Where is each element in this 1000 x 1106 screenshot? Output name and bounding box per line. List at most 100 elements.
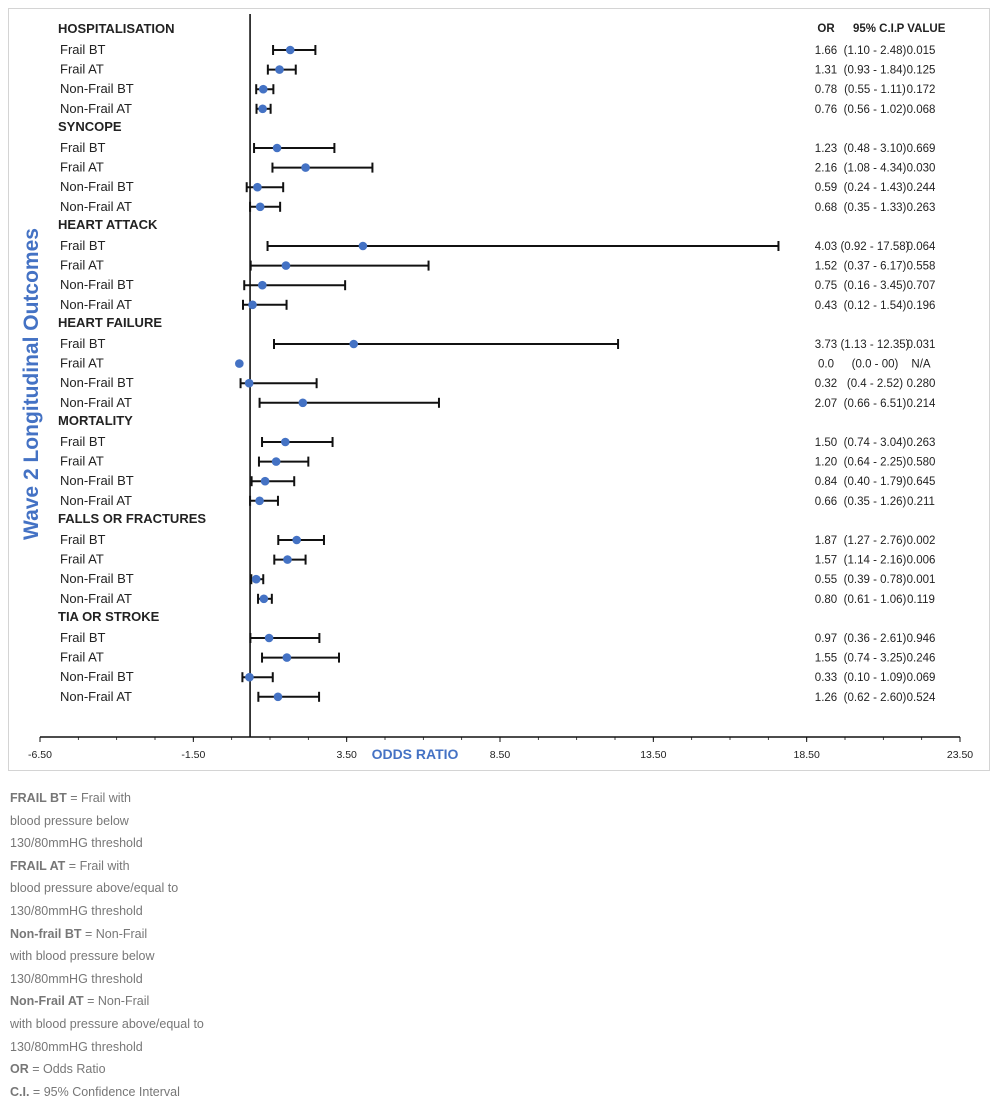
row-label: Non-Frail AT <box>60 101 132 116</box>
legend-term: FRAIL BT <box>10 791 67 805</box>
row-label: Frail BT <box>60 336 106 351</box>
header-p-value: P VALUE <box>897 23 946 35</box>
or-point <box>283 555 292 564</box>
or-point <box>292 535 301 545</box>
or-point <box>248 300 257 310</box>
row-label: Frail BT <box>60 434 106 449</box>
or-point <box>271 457 281 466</box>
row-label: Frail AT <box>60 160 104 175</box>
or-value: 1.57 <box>815 555 837 567</box>
header-ci: 95% C.I. <box>853 23 897 35</box>
row-label: Non-Frail AT <box>60 395 132 410</box>
ci-value: (1.27 - 2.76) <box>844 535 907 547</box>
ci-value: (1.08 - 4.34) <box>844 163 907 175</box>
ci-value: (0.16 - 3.45) <box>844 280 907 292</box>
row-label: Non-Frail AT <box>60 297 132 312</box>
or-point <box>244 378 254 388</box>
or-value: 3.73 <box>815 339 837 351</box>
or-point <box>235 359 244 368</box>
x-tick-label: 13.50 <box>640 749 666 761</box>
row-label: Frail BT <box>60 532 106 547</box>
p-value: 0.001 <box>907 574 936 586</box>
p-value: 0.244 <box>907 182 936 194</box>
or-value: 0.80 <box>815 594 837 606</box>
or-point <box>349 339 359 349</box>
ci-value: (0.35 - 1.33) <box>844 202 907 214</box>
or-point <box>255 496 264 506</box>
legend-line: FRAIL BT = Frail with <box>10 791 131 805</box>
row-label: Non-Frail AT <box>60 591 132 606</box>
or-point <box>281 261 291 270</box>
or-value: 1.55 <box>815 653 837 665</box>
or-point <box>264 633 274 643</box>
p-value: 0.030 <box>907 163 936 175</box>
p-value: 0.263 <box>907 437 936 449</box>
x-tick-label: -1.50 <box>181 749 205 761</box>
legend-line: 130/80mmHG threshold <box>10 971 143 986</box>
legend-line: 130/80mmHG threshold <box>10 903 143 918</box>
legend-line: blood pressure below <box>10 813 129 828</box>
group-title: HOSPITALISATION <box>58 21 175 36</box>
legend-line: Non-Frail AT = Non-Frail <box>10 994 150 1009</box>
or-point <box>258 280 267 290</box>
or-point <box>251 574 261 584</box>
group-title: SYNCOPE <box>58 119 122 134</box>
p-value: 0.669 <box>907 143 936 155</box>
or-value: 1.66 <box>815 45 837 57</box>
x-tick-label: 3.50 <box>336 749 357 761</box>
or-point <box>260 476 270 486</box>
or-value: 0.32 <box>815 378 837 390</box>
legend-line: blood pressure above/equal to <box>10 881 179 896</box>
row-label: Frail AT <box>60 454 104 469</box>
ci-value: (0.56 - 1.02) <box>844 104 907 116</box>
or-value: 0.75 <box>815 280 837 292</box>
row-label: Frail AT <box>60 356 104 371</box>
or-value: 0.84 <box>815 476 838 488</box>
row-label: Non-Frail BT <box>60 179 134 194</box>
p-value: 0.558 <box>907 261 936 273</box>
p-value: 0.196 <box>907 300 936 312</box>
or-value: 0.0 <box>818 359 834 371</box>
or-point <box>273 692 283 702</box>
p-value: 0.069 <box>907 672 936 684</box>
ci-value: (0.24 - 1.43) <box>844 182 907 194</box>
or-point <box>245 672 254 682</box>
or-value: 1.31 <box>815 65 837 77</box>
p-value: 0.524 <box>907 692 936 704</box>
or-point <box>301 163 310 172</box>
row-label: Frail AT <box>60 62 104 77</box>
or-value: 0.43 <box>815 300 837 312</box>
legend-line: OR = Odds Ratio <box>10 1062 106 1077</box>
p-value: 0.707 <box>907 280 936 292</box>
or-value: 0.33 <box>815 672 837 684</box>
or-value: 1.52 <box>815 261 837 273</box>
or-point <box>258 84 268 94</box>
p-value: N/A <box>911 359 931 371</box>
group-title: HEART ATTACK <box>58 217 158 232</box>
row-label: Non-Frail AT <box>60 199 132 214</box>
p-value: 0.263 <box>907 202 936 214</box>
ci-value: (0.0 - 00) <box>852 359 899 371</box>
ci-value: (0.74 - 3.04) <box>844 437 907 449</box>
legend-line: FRAIL AT = Frail with <box>10 858 130 873</box>
p-value: 0.246 <box>907 653 936 665</box>
p-value: 0.172 <box>907 84 936 96</box>
legend-term: OR <box>10 1062 29 1077</box>
or-point <box>253 182 262 192</box>
or-value: 0.59 <box>815 182 837 194</box>
or-value: 2.16 <box>815 163 837 175</box>
or-value: 1.23 <box>815 143 837 155</box>
x-tick-label: 8.50 <box>490 749 511 761</box>
legend-line: Non-frail BT = Non-Frail <box>10 926 148 941</box>
or-value: 0.78 <box>815 84 837 96</box>
p-value: 0.006 <box>907 555 936 567</box>
ci-value: (0.64 - 2.25) <box>844 457 907 469</box>
or-point <box>358 241 368 251</box>
p-value: 0.119 <box>907 594 935 606</box>
group-title: FALLS OR FRACTURES <box>58 511 206 526</box>
row-label: Frail BT <box>60 140 106 155</box>
or-value: 0.55 <box>815 574 837 586</box>
ci-value: (0.35 - 1.26) <box>844 496 907 508</box>
or-point <box>272 143 282 153</box>
legend-term: Non-frail BT <box>10 926 82 941</box>
